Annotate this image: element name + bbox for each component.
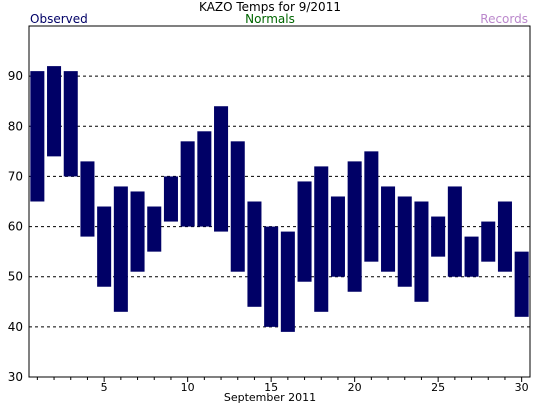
bar-day-11 [197, 131, 212, 227]
bar-day-26 [447, 186, 462, 277]
plot-frame [28, 25, 531, 378]
x-tick-label-15: 15 [264, 381, 278, 394]
x-tick-label-30: 30 [515, 381, 529, 394]
bar-day-28 [481, 221, 496, 262]
bar-day-5 [97, 206, 112, 287]
x-tick-label-20: 20 [348, 381, 362, 394]
bar-day-7 [130, 191, 145, 272]
y-tick-label-60: 60 [8, 220, 23, 234]
legend-observed: Observed [30, 12, 88, 26]
bar-day-14 [247, 201, 262, 307]
bar-day-18 [314, 166, 329, 312]
bar-day-15 [264, 226, 279, 327]
bar-day-4 [80, 161, 95, 237]
y-tick-label-70: 70 [8, 169, 23, 183]
bar-day-13 [230, 141, 245, 272]
bar-day-27 [464, 236, 479, 277]
chart-title: KAZO Temps for 9/2011 [199, 0, 341, 14]
bar-day-9 [163, 176, 178, 222]
bar-day-30 [514, 251, 529, 317]
y-tick-label-80: 80 [8, 119, 23, 133]
x-axis-label: September 2011 [223, 391, 317, 404]
bar-day-21 [364, 151, 379, 262]
bar-day-19 [330, 196, 345, 277]
bar-day-12 [214, 106, 229, 232]
y-axis: 30 40 50 60 70 80 90 [8, 69, 23, 384]
y-tick-label-40: 40 [8, 320, 23, 334]
bar-day-1 [30, 71, 45, 202]
bar-day-23 [397, 196, 412, 287]
y-tick-label-30: 30 [8, 370, 23, 384]
bar-day-22 [381, 186, 396, 272]
bar-day-29 [497, 201, 512, 272]
bar-day-17 [297, 181, 312, 282]
x-tick-label-25: 25 [431, 381, 445, 394]
bar-day-16 [280, 231, 295, 332]
y-tick-label-90: 90 [8, 69, 23, 83]
bar-day-25 [431, 216, 446, 257]
bar-day-6 [113, 186, 128, 312]
observed-bars [30, 66, 529, 332]
x-tick-label-10: 10 [181, 381, 195, 394]
bar-day-3 [63, 71, 78, 177]
legend-normals: Normals [245, 12, 295, 26]
bar-day-10 [180, 141, 195, 227]
bar-day-20 [347, 161, 362, 292]
x-axis: 5 10 15 20 25 30 [36, 377, 529, 394]
legend-records: Records [480, 12, 528, 26]
y-tick-label-50: 50 [8, 270, 23, 284]
bar-day-24 [414, 201, 429, 302]
x-tick-label-5: 5 [101, 381, 108, 394]
bar-day-8 [147, 206, 162, 252]
bar-day-2 [47, 66, 62, 157]
